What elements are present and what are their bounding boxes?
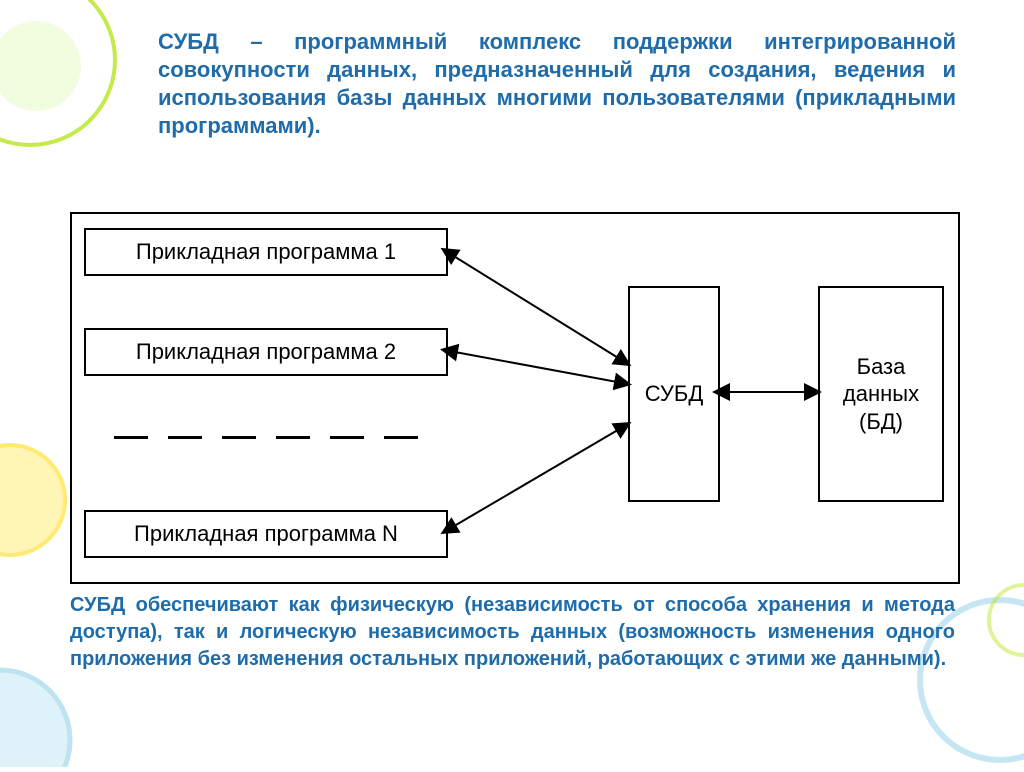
- box-db: База данных (БД): [818, 286, 944, 502]
- box-subd: СУБД: [628, 286, 720, 502]
- box-app2: Прикладная программа 2: [84, 328, 448, 376]
- slide-content: СУБД – программный комплекс поддержки ин…: [0, 0, 1024, 767]
- box-subd-label: СУБД: [645, 380, 703, 408]
- box-app2-label: Прикладная программа 2: [136, 338, 396, 366]
- definition-paragraph: СУБД – программный комплекс поддержки ин…: [158, 28, 956, 140]
- box-db-label: База данных (БД): [843, 353, 919, 436]
- diagram-frame: Прикладная программа 1 Прикладная програ…: [70, 212, 960, 584]
- box-app1-label: Прикладная программа 1: [136, 238, 396, 266]
- box-appn: Прикладная программа N: [84, 510, 448, 558]
- box-app1: Прикладная программа 1: [84, 228, 448, 276]
- box-appn-label: Прикладная программа N: [134, 520, 398, 548]
- footer-paragraph: СУБД обеспечивают как физическую (незави…: [70, 592, 955, 673]
